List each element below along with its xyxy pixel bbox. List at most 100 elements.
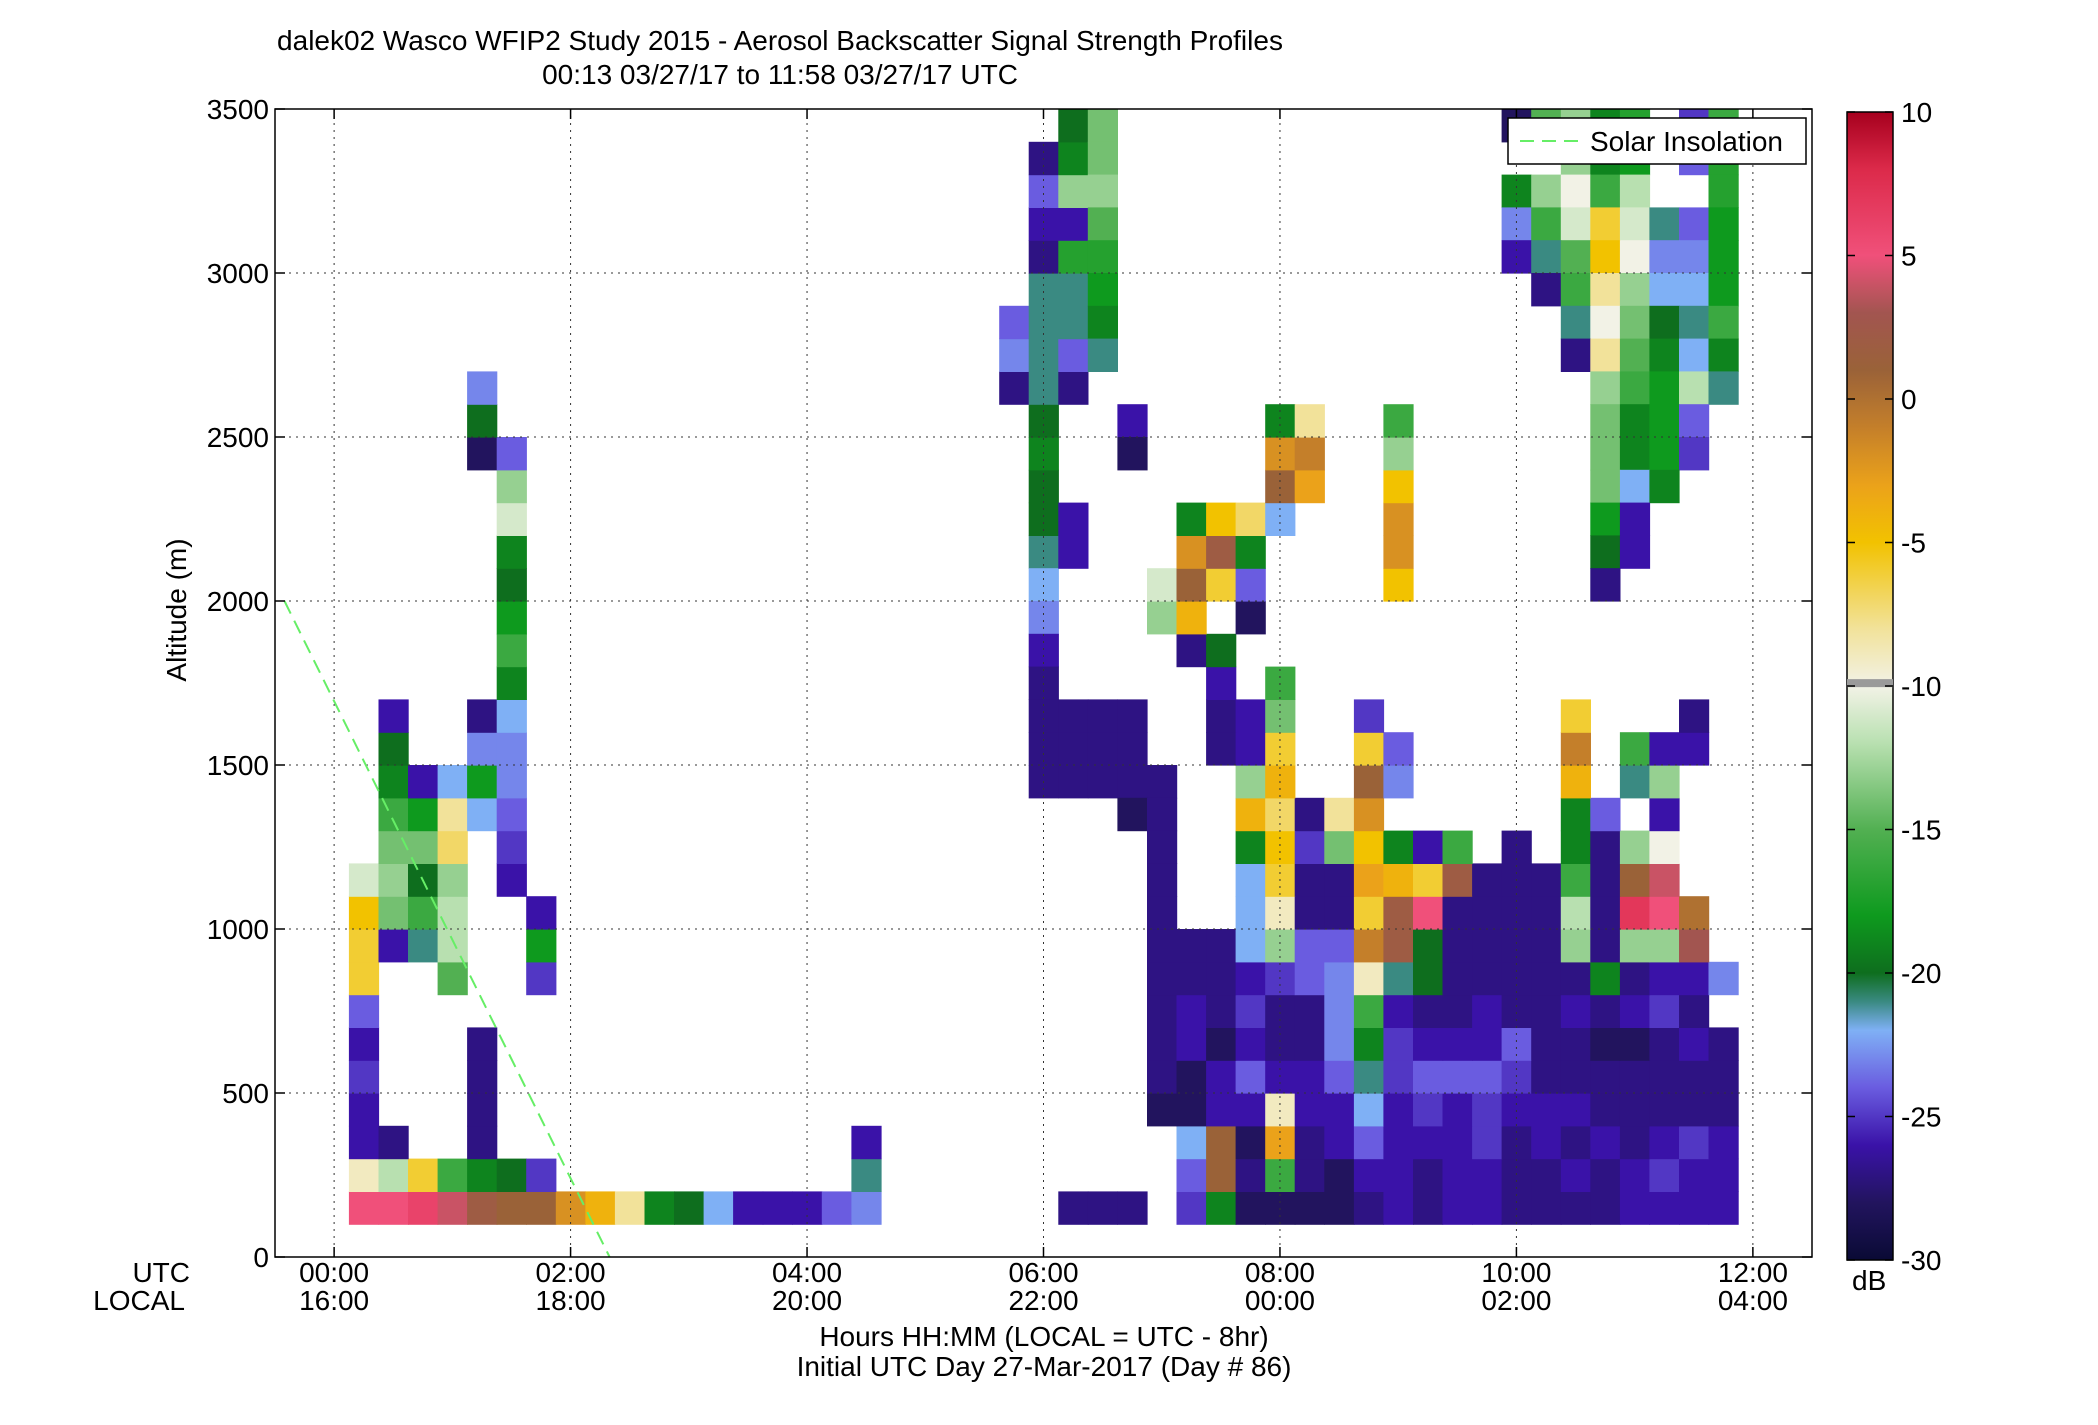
heatmap-cell <box>1413 929 1444 963</box>
heatmap-cell <box>1590 1060 1621 1094</box>
heatmap-cell <box>467 1093 498 1127</box>
heatmap-cell <box>1679 371 1710 405</box>
heatmap-cell <box>1649 207 1680 241</box>
heatmap-cell <box>348 1027 380 1061</box>
heatmap-cell <box>1176 601 1207 635</box>
heatmap-cell <box>1531 961 1562 996</box>
heatmap-cell <box>1383 437 1414 471</box>
heatmap-cell <box>496 633 527 668</box>
heatmap-cell <box>526 1191 557 1225</box>
heatmap-cell <box>1442 1093 1473 1127</box>
heatmap-cell <box>1147 830 1178 864</box>
heatmap-cell <box>1206 502 1237 536</box>
heatmap-cell <box>1147 896 1178 930</box>
heatmap-cell <box>1058 371 1089 405</box>
heatmap-cell <box>348 1191 380 1225</box>
heatmap-cell <box>1413 1060 1444 1094</box>
heatmap-cell <box>1472 863 1503 897</box>
heatmap-cell <box>437 797 468 832</box>
heatmap-cell <box>1206 1027 1237 1061</box>
heatmap-cell <box>1531 1060 1562 1094</box>
heatmap-cell <box>1294 1027 1325 1061</box>
heatmap-cell <box>1117 732 1148 766</box>
heatmap-cell <box>348 896 380 930</box>
heatmap-cell <box>1679 207 1710 241</box>
heatmap-cell <box>378 797 409 832</box>
heatmap-cell <box>1176 568 1207 602</box>
heatmap-cell <box>348 1093 380 1127</box>
heatmap-cell <box>1619 174 1651 208</box>
heatmap-cell <box>1087 240 1118 274</box>
heatmap-cell <box>1649 929 1680 963</box>
heatmap-cell <box>1531 1191 1562 1225</box>
heatmap-cell <box>378 830 409 864</box>
heatmap-cell <box>1058 174 1089 208</box>
heatmap-cell <box>1413 994 1444 1028</box>
heatmap-cell <box>437 765 468 799</box>
x-tick-label-local: 22:00 <box>1008 1285 1078 1316</box>
heatmap-cell <box>1147 961 1178 996</box>
heatmap-cell <box>1235 1191 1266 1225</box>
heatmap-cell <box>1619 732 1651 766</box>
heatmap-cell <box>1324 1158 1355 1192</box>
x-tick-label-utc: 10:00 <box>1481 1257 1551 1288</box>
heatmap-cell <box>1649 732 1680 766</box>
x-tick-label-utc: 00:00 <box>299 1257 369 1288</box>
colorbar-tick-label: 5 <box>1901 241 1917 272</box>
heatmap-cell <box>348 1158 380 1192</box>
heatmap-cell <box>1324 1093 1355 1127</box>
legend: Solar Insolation <box>1507 117 1807 165</box>
heatmap-cell <box>1324 929 1355 963</box>
heatmap-cell <box>1147 1093 1178 1127</box>
heatmap-cell <box>1590 371 1621 405</box>
heatmap-cell <box>1324 961 1355 996</box>
heatmap-cell <box>1442 1060 1473 1094</box>
heatmap-cell <box>1235 1158 1266 1192</box>
heatmap-cell <box>1619 1093 1651 1127</box>
heatmap-cell <box>1353 1125 1385 1160</box>
heatmap-cell <box>1560 961 1591 996</box>
heatmap-cell <box>1206 1158 1237 1192</box>
heatmap-cell <box>1117 699 1148 733</box>
heatmap-cell <box>1265 1093 1296 1127</box>
heatmap-cell <box>1353 994 1385 1028</box>
heatmap-cell <box>1087 305 1118 340</box>
heatmap-cell <box>1590 568 1621 602</box>
heatmap-cell <box>378 1158 409 1192</box>
heatmap-cell <box>496 1158 527 1192</box>
heatmap-cell <box>1649 273 1680 307</box>
heatmap-cell <box>1235 1027 1266 1061</box>
heatmap-cell <box>1442 1125 1473 1160</box>
heatmap-cell <box>1560 929 1591 963</box>
heatmap-cell <box>1383 994 1414 1028</box>
heatmap-cell <box>1531 240 1562 274</box>
colorbar-tick-label: 10 <box>1901 97 1932 128</box>
heatmap-cell <box>1176 929 1207 963</box>
heatmap-cell <box>1087 109 1118 143</box>
heatmap-cell <box>1147 765 1178 799</box>
x-axis-label: Hours HH:MM (LOCAL = UTC - 8hr) <box>819 1321 1268 1352</box>
heatmap-cell <box>1353 732 1385 766</box>
heatmap-cell <box>1147 994 1178 1028</box>
heatmap-cell <box>1619 207 1651 241</box>
heatmap-cell <box>408 1158 439 1192</box>
heatmap-cell <box>1353 1191 1385 1225</box>
heatmap-cell <box>1147 601 1178 635</box>
heatmap-cell <box>1590 305 1621 340</box>
heatmap-cell <box>1383 1125 1414 1160</box>
heatmap-cell <box>1679 404 1710 438</box>
heatmap-cell <box>1235 961 1266 996</box>
heatmap-cell <box>1590 797 1621 832</box>
heatmap-cell <box>378 863 409 897</box>
heatmap-cell <box>1058 699 1089 733</box>
heatmap-cell <box>1619 994 1651 1028</box>
heatmap-cell <box>1590 404 1621 438</box>
heatmap-cell <box>1413 961 1444 996</box>
heatmap-cell <box>1235 765 1266 799</box>
heatmap-cell <box>496 699 527 733</box>
heatmap-cell <box>1176 1093 1207 1127</box>
heatmap-cells <box>348 109 1739 1225</box>
heatmap-cell <box>733 1191 764 1225</box>
heatmap-cell <box>1176 1060 1207 1094</box>
